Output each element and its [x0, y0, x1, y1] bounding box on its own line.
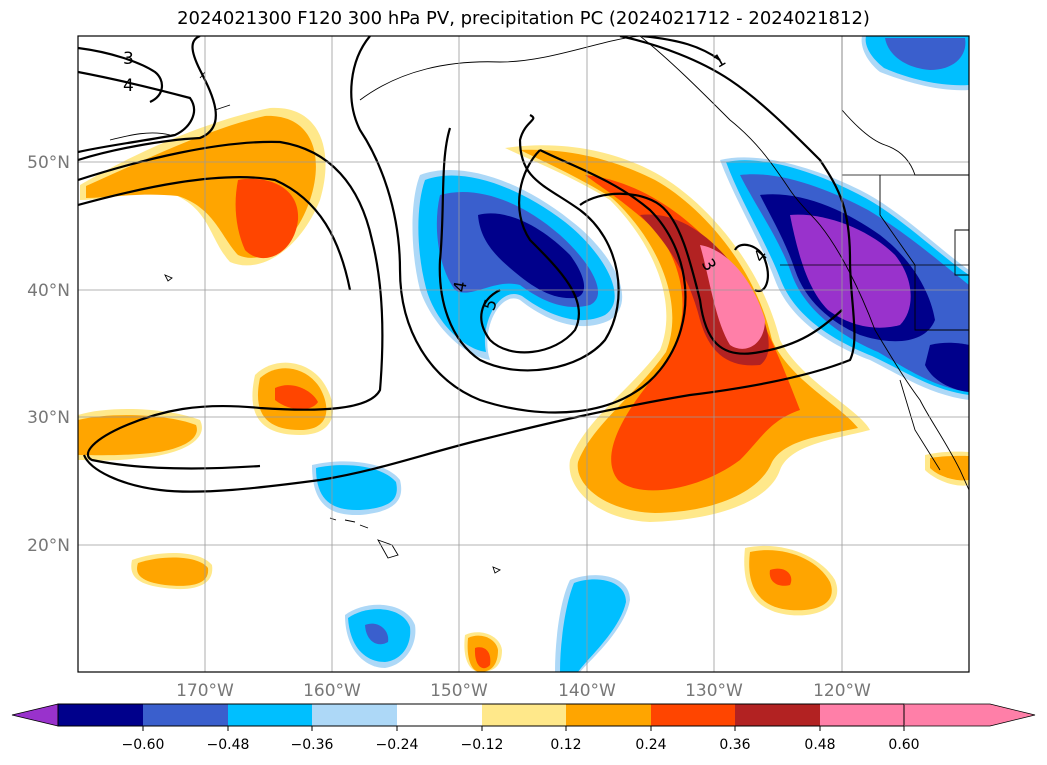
- colorbar-tick-label: −0.48: [207, 737, 250, 753]
- lat-label: 30°N: [27, 408, 70, 428]
- colorbar-segment: [735, 704, 821, 726]
- colorbar-segment: [482, 704, 568, 726]
- lon-label: 170°W: [176, 681, 234, 701]
- colorbar-segment: [312, 704, 398, 726]
- lon-label: 160°W: [303, 681, 361, 701]
- colorbar-extend-left: [11, 703, 59, 727]
- colorbar-segment: [397, 704, 483, 726]
- colorbar-tick-label: −0.60: [122, 737, 165, 753]
- colorbar-tick-label: 0.60: [888, 737, 919, 753]
- colorbar-tick-label: −0.12: [461, 737, 504, 753]
- contour-label: 4: [123, 76, 134, 96]
- colorbar-tick-label: 0.48: [804, 737, 835, 753]
- colorbar-outline: [57, 703, 905, 727]
- colorbar-segment: [820, 704, 905, 726]
- lon-label: 130°W: [685, 681, 743, 701]
- lon-label: 150°W: [430, 681, 488, 701]
- map-frame: [77, 35, 970, 673]
- positive-pc-shading: [78, 107, 969, 672]
- lat-label: 20°N: [27, 536, 70, 556]
- pv-contours: [78, 36, 856, 493]
- lon-label: 120°W: [813, 681, 871, 701]
- colorbar-segment: [143, 704, 229, 726]
- map-field: [78, 36, 969, 672]
- colorbar-extend-right: [903, 703, 1036, 727]
- negative-pc-shading: [312, 36, 969, 672]
- lat-label: 40°N: [27, 281, 70, 301]
- colorbar-segment: [566, 704, 652, 726]
- graticule: [78, 36, 969, 672]
- lon-label: 140°W: [558, 681, 616, 701]
- contour-label: 4: [450, 280, 472, 294]
- colorbar: −0.60 −0.48 −0.36 −0.24 −0.12 0.12 0.24 …: [11, 703, 1036, 753]
- colorbar-tick-label: −0.24: [376, 737, 419, 753]
- colorbar-tick-label: −0.36: [291, 737, 334, 753]
- lon-label-group: 170°W 160°W 150°W 140°W 130°W 120°W: [176, 681, 871, 701]
- lat-label-group: 50°N 40°N 30°N 20°N: [27, 153, 70, 556]
- colorbar-segment: [651, 704, 737, 726]
- colorbar-segment: [58, 704, 144, 726]
- colorbar-tick-label: 0.36: [719, 737, 750, 753]
- colorbar-tick-label: 0.12: [550, 737, 581, 753]
- colorbar-tick-label: 0.24: [635, 737, 666, 753]
- colorbar-segment: [228, 704, 314, 726]
- lat-label: 50°N: [27, 153, 70, 173]
- map-title: 2024021300 F120 300 hPa PV, precipitatio…: [177, 8, 870, 29]
- contour-label: 3: [123, 49, 134, 69]
